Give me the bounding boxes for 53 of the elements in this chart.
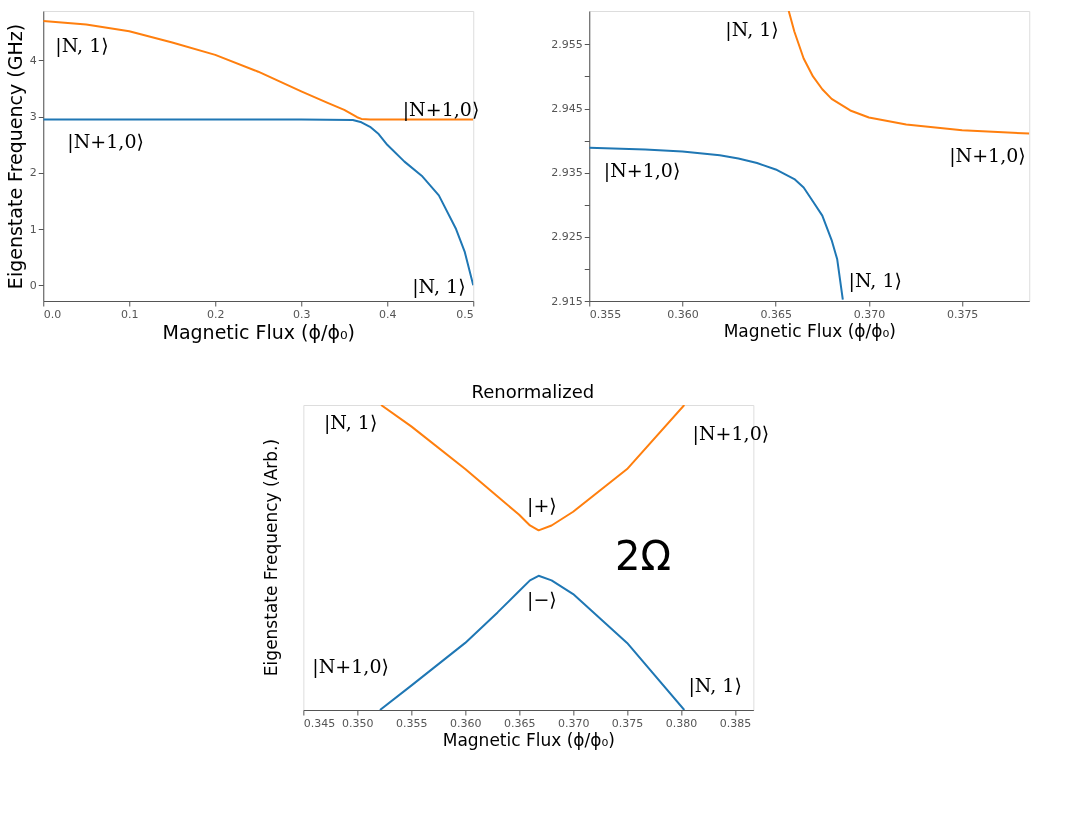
annotation: |N, 1⟩ bbox=[412, 274, 466, 298]
x-tick-label: 0.360 bbox=[449, 716, 482, 730]
annotation: |N+1,0⟩ bbox=[312, 655, 389, 679]
y-axis-title: Eigenstate Frequency (GHz) bbox=[3, 23, 26, 290]
annotation: |N+1,0⟩ bbox=[692, 421, 770, 445]
annotation: |N, 1⟩ bbox=[725, 17, 779, 41]
text: Renormalized bbox=[471, 380, 595, 402]
x-axis-title: Magnetic Flux (ϕ/ϕ₀) bbox=[442, 729, 615, 750]
x-axis-title: Magnetic Flux (ϕ/ϕ₀) bbox=[723, 320, 896, 341]
x-tick-label: 0.370 bbox=[853, 307, 886, 321]
x-tick-label: 0.375 bbox=[946, 307, 979, 321]
annotation: |N, 1⟩ bbox=[688, 673, 742, 697]
line-series bbox=[787, 11, 1030, 135]
y-tick-label: 2 bbox=[29, 166, 37, 180]
annotation: |N+1,0⟩ bbox=[949, 144, 1026, 167]
annotation: 2Ω bbox=[615, 532, 672, 579]
x-tick-label: 0.365 bbox=[503, 716, 536, 730]
y-tick-label: 2.935 bbox=[551, 166, 583, 180]
x-axis-title: Magnetic Flux (ϕ/ϕ₀) bbox=[162, 320, 355, 343]
y-axis-title: Eigenstate Frequency (Arb.) bbox=[261, 438, 282, 677]
x-tick-label: 0.365 bbox=[760, 307, 792, 321]
y-tick-label: 2.955 bbox=[551, 37, 583, 51]
x-tick-label: 0.350 bbox=[342, 716, 374, 730]
x-tick-label: 0.4 bbox=[379, 307, 397, 321]
annotation: |N, 1⟩ bbox=[323, 411, 378, 435]
y-tick-label: 2.925 bbox=[551, 230, 583, 244]
y-tick-label: 1 bbox=[29, 222, 37, 236]
x-tick-label: 0.5 bbox=[456, 307, 474, 321]
x-tick-label: 0.355 bbox=[589, 307, 622, 321]
annotation: |−⟩ bbox=[526, 588, 557, 612]
y-tick-label: 3 bbox=[29, 110, 37, 124]
x-tick-label: 0.3 bbox=[293, 307, 311, 321]
x-tick-label: 0.375 bbox=[611, 716, 644, 730]
x-tick-label: 0.1 bbox=[121, 307, 139, 321]
y-tick-label: 2.945 bbox=[551, 102, 583, 116]
y-tick-label: 2.915 bbox=[551, 294, 583, 308]
annotation: |N+1,0⟩ bbox=[67, 129, 144, 153]
x-tick-label: 0.345 bbox=[303, 716, 336, 730]
line-series bbox=[589, 146, 844, 301]
x-tick-label: 0.355 bbox=[396, 716, 428, 730]
annotation: |N+1,0⟩ bbox=[402, 97, 480, 121]
x-tick-label: 0.2 bbox=[207, 307, 225, 321]
x-tick-label: 0.385 bbox=[719, 716, 752, 730]
y-tick-label: 4 bbox=[29, 53, 37, 67]
annotation: |N+1,0⟩ bbox=[603, 158, 681, 182]
x-tick-label: 0.360 bbox=[667, 307, 699, 321]
x-tick-label: 0.380 bbox=[665, 716, 698, 730]
annotation: |N, 1⟩ bbox=[55, 33, 109, 57]
y-tick-label: 0 bbox=[29, 278, 37, 292]
x-tick-label: 0.370 bbox=[557, 716, 590, 730]
x-tick-label: 0.0 bbox=[43, 307, 62, 321]
annotation: |N, 1⟩ bbox=[848, 268, 902, 292]
annotation: |+⟩ bbox=[526, 493, 557, 517]
